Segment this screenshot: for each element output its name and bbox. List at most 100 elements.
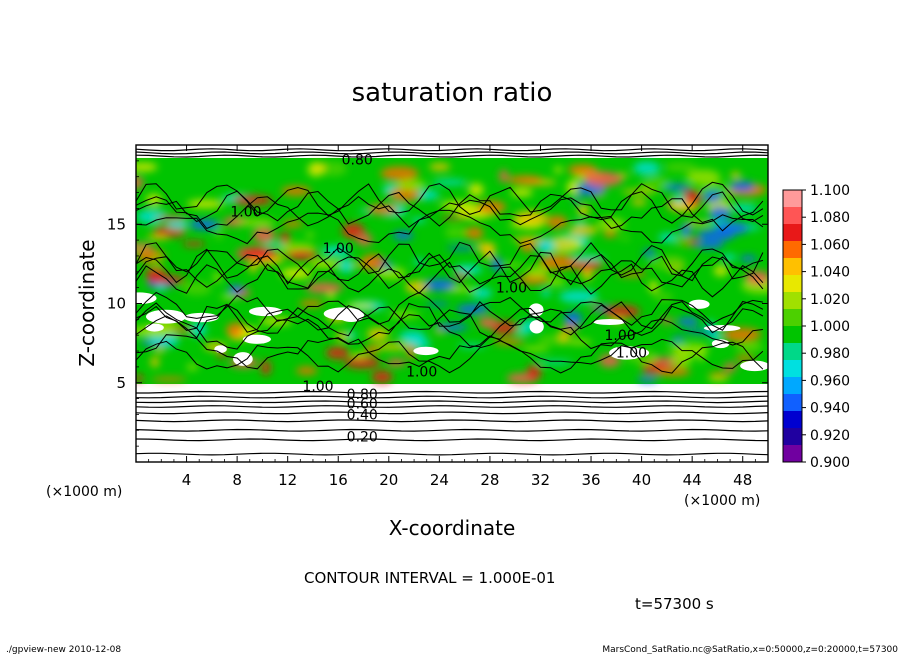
field-blob — [399, 330, 426, 344]
field-blob — [252, 227, 276, 244]
field-blob — [407, 344, 416, 360]
field-blob — [546, 277, 566, 286]
field-blob — [490, 320, 519, 335]
unsaturated-cell — [703, 325, 741, 332]
field-blob — [671, 336, 685, 342]
colorbar-swatch — [783, 445, 802, 463]
unsaturated-cell — [740, 360, 768, 372]
colorbar-swatch — [783, 258, 802, 276]
contour-label: 0.80 — [347, 387, 378, 403]
contour-line — [136, 261, 764, 298]
field-blob — [658, 232, 677, 243]
field-blob — [371, 370, 393, 384]
field-blob — [709, 206, 731, 221]
contour-line — [136, 340, 764, 374]
unsaturated-cell — [593, 319, 626, 326]
field-blob — [572, 196, 582, 203]
field-blob — [681, 189, 702, 205]
contour-line — [136, 405, 768, 408]
field-blob — [577, 204, 590, 217]
colorbar-tick-label: 0.960 — [810, 373, 850, 389]
field-blob — [456, 303, 489, 315]
contour-line — [136, 148, 768, 152]
contour-line — [136, 209, 764, 245]
unsaturated-cell — [242, 334, 271, 344]
field-blob — [321, 245, 351, 257]
field-blob — [136, 374, 145, 382]
colorbar-swatch — [783, 224, 802, 242]
field-blob — [468, 182, 484, 197]
field-blob — [526, 265, 549, 278]
field-blob — [395, 179, 427, 190]
field-blob — [182, 241, 206, 247]
field-blob — [708, 372, 732, 377]
colorbar-swatch — [783, 275, 802, 293]
field-blob — [537, 334, 574, 346]
colorbar-swatch — [783, 309, 802, 327]
footer-left: ./gpview-new 2010-12-08 — [6, 645, 121, 654]
contour-line — [136, 151, 768, 155]
colorbar-swatch — [783, 292, 802, 310]
field-blob — [281, 185, 311, 196]
field-blob — [637, 376, 658, 383]
colorbar-tick-label: 1.040 — [810, 265, 850, 281]
unsaturated-cell — [323, 307, 363, 321]
contour-line — [136, 254, 764, 290]
y-tick-label: 5 — [116, 374, 126, 392]
contour-line — [136, 452, 768, 456]
field-blob — [156, 283, 165, 292]
field-blob — [373, 343, 414, 351]
field-blob — [424, 278, 456, 292]
colorbar-swatch — [783, 241, 802, 259]
field-blob — [146, 234, 170, 240]
field-blob — [150, 356, 160, 368]
contour-line — [136, 304, 764, 339]
unsaturated-cell — [145, 323, 164, 332]
field-blob — [680, 223, 692, 236]
field-blob — [153, 347, 166, 353]
field-blob — [392, 230, 414, 240]
colorbar-swatch — [783, 394, 802, 412]
contour-label: 1.00 — [616, 346, 647, 362]
x-tick-label: 36 — [581, 471, 600, 489]
x-tick-label: 44 — [683, 471, 702, 489]
field-blob — [478, 317, 498, 329]
field-blob — [730, 171, 741, 179]
field-blob — [603, 230, 618, 238]
field-blob — [345, 331, 357, 340]
colorbar-swatch — [783, 343, 802, 361]
field-blob — [386, 358, 407, 367]
field-blob — [648, 280, 659, 293]
field-blob — [707, 377, 729, 382]
field-blob — [686, 169, 721, 186]
field-blob — [583, 171, 623, 187]
colorbar-tick-label: 1.060 — [810, 237, 850, 253]
field-blob — [559, 289, 599, 304]
colorbar-swatch — [783, 326, 802, 344]
field-blob — [513, 210, 548, 226]
colorbar-tick-label: 1.000 — [810, 319, 850, 335]
x-tick-label: 12 — [278, 471, 297, 489]
x-unit-right: (×1000 m) — [684, 493, 760, 509]
field-blob — [647, 256, 687, 271]
field-blob — [602, 304, 641, 319]
unsaturated-cell — [688, 299, 710, 309]
unsaturated-cell — [136, 292, 157, 305]
field-blob — [499, 169, 509, 183]
field-blob — [526, 364, 542, 380]
heatmap-field: 0.801.001.001.001.001.001.001.00 0.800.60… — [136, 145, 768, 462]
contour-line — [136, 428, 768, 432]
x-tick-label: 4 — [182, 471, 192, 489]
colorbar-swatch — [783, 207, 802, 225]
colorbar-tick-label: 0.980 — [810, 346, 850, 362]
colorbar-swatch — [783, 428, 802, 446]
colorbar-swatch — [783, 377, 802, 395]
contour-line — [136, 241, 764, 277]
colorbar-swatch — [783, 411, 802, 429]
field-blob — [318, 161, 348, 176]
contour-line — [136, 419, 768, 423]
field-blob — [351, 352, 368, 358]
field-blob — [653, 292, 674, 302]
field-blob — [295, 366, 318, 375]
field-blob — [723, 362, 737, 372]
